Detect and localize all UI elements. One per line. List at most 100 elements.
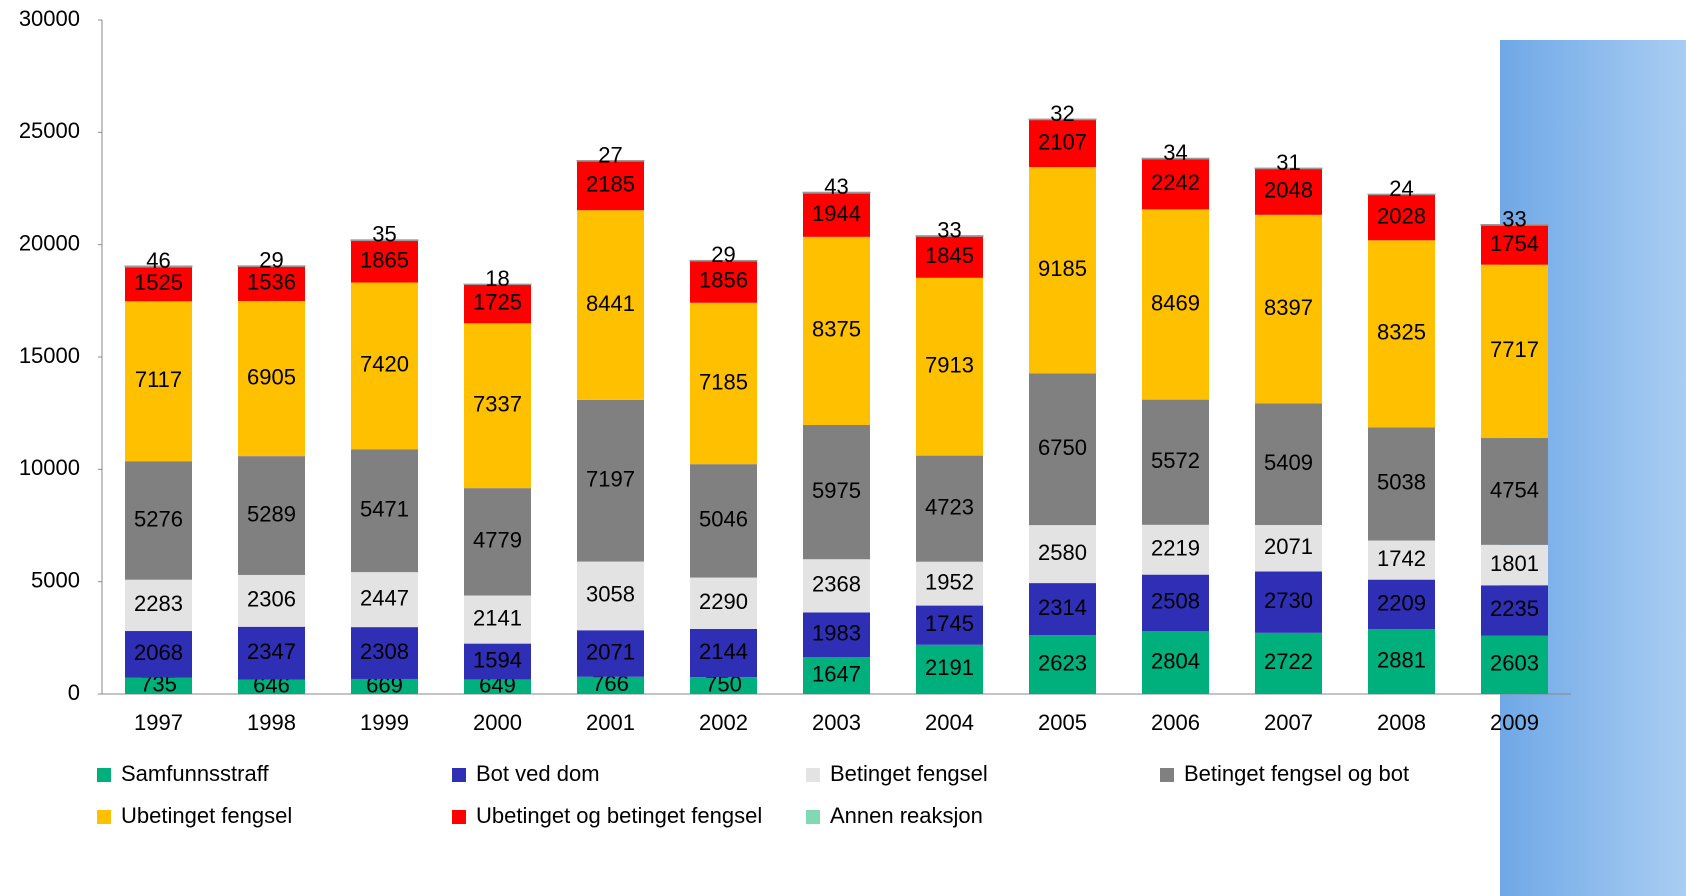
data-label: 1856 <box>699 268 748 293</box>
data-label: 8469 <box>1151 290 1200 315</box>
bar-segment <box>125 677 192 694</box>
data-label: 4754 <box>1490 477 1539 502</box>
data-label: 1983 <box>812 621 861 646</box>
data-label: 2185 <box>586 171 635 196</box>
bar-segment <box>1142 209 1209 400</box>
bar-segment <box>690 577 757 629</box>
legend-label: Betinget fengsel og bot <box>1184 761 1409 786</box>
legend-swatch <box>97 768 111 782</box>
data-label: 2306 <box>247 587 296 612</box>
y-tick-label: 5000 <box>31 567 80 592</box>
data-label: 7197 <box>586 467 635 492</box>
data-label: 29 <box>259 248 283 273</box>
bar-segment <box>1254 167 1323 170</box>
data-label: 5409 <box>1264 450 1313 475</box>
legend-label: Ubetinget og betinget fengsel <box>476 803 762 828</box>
x-tick-label: 1997 <box>134 710 183 735</box>
bar-segment <box>1368 194 1435 241</box>
bar-segment <box>915 235 984 237</box>
data-label: 8441 <box>586 291 635 316</box>
bar-segment <box>351 240 418 283</box>
data-label: 33 <box>937 217 961 242</box>
bar-segment <box>238 626 305 680</box>
bar-segment <box>577 210 644 400</box>
bar-segment <box>1142 399 1209 525</box>
data-label: 6905 <box>247 364 296 389</box>
x-tick-label: 2002 <box>699 710 748 735</box>
data-label: 5038 <box>1377 470 1426 495</box>
data-label: 2242 <box>1151 170 1200 195</box>
bar-segment <box>1028 118 1097 121</box>
bar-segment <box>803 193 870 237</box>
bar-segment <box>1029 167 1096 374</box>
data-label: 1801 <box>1490 551 1539 576</box>
bar-segment <box>1141 157 1210 160</box>
data-label: 2048 <box>1264 178 1313 203</box>
data-label: 46 <box>146 248 170 273</box>
data-label: 1865 <box>360 247 409 272</box>
data-label: 1594 <box>473 647 522 672</box>
data-label: 43 <box>824 174 848 199</box>
data-label: 2068 <box>134 640 183 665</box>
data-label: 2235 <box>1490 596 1539 621</box>
data-label: 1647 <box>812 661 861 686</box>
data-label: 1845 <box>925 243 974 268</box>
bar-segment <box>125 631 192 678</box>
legend-swatch <box>1160 768 1174 782</box>
bar-segment <box>464 323 531 489</box>
legend-swatch <box>97 810 111 824</box>
bar-segment <box>690 677 757 694</box>
bar-segment <box>577 676 644 694</box>
bar-segment <box>125 267 192 302</box>
data-label: 5276 <box>134 506 183 531</box>
bar-segment <box>577 161 644 211</box>
data-label: 5572 <box>1151 448 1200 473</box>
data-label: 4723 <box>925 494 974 519</box>
data-label: 7913 <box>925 353 974 378</box>
data-label: 2804 <box>1151 648 1200 673</box>
bar-segment <box>464 488 531 596</box>
bar-segment <box>238 456 305 575</box>
data-label: 7185 <box>699 369 748 394</box>
bar-segment <box>803 236 870 426</box>
bar-segment <box>1142 524 1209 575</box>
data-label: 2107 <box>1038 129 1087 154</box>
data-label: 1725 <box>473 290 522 315</box>
bar-segment <box>124 265 193 268</box>
data-label: 2508 <box>1151 589 1200 614</box>
x-tick-label: 1998 <box>247 710 296 735</box>
bar-segment <box>238 574 305 627</box>
bar-segment <box>238 300 305 457</box>
data-label: 34 <box>1163 140 1187 165</box>
data-label: 7420 <box>360 352 409 377</box>
bar-segment <box>1255 571 1322 633</box>
x-tick-label: 2009 <box>1490 710 1539 735</box>
bar-segment <box>1368 427 1435 541</box>
bar-segment <box>351 449 418 573</box>
data-label: 8325 <box>1377 320 1426 345</box>
data-label: 2368 <box>812 572 861 597</box>
data-label: 2144 <box>699 639 748 664</box>
bar-segment <box>464 679 531 694</box>
bar-segment <box>1029 373 1096 526</box>
bar-segment <box>125 301 192 462</box>
bar-segment <box>1255 632 1322 694</box>
bar-segment <box>350 239 419 242</box>
data-label: 2580 <box>1038 540 1087 565</box>
bar-segment <box>803 612 870 657</box>
x-tick-label: 2007 <box>1264 710 1313 735</box>
data-label: 18 <box>485 266 509 291</box>
data-label: 29 <box>711 242 735 267</box>
data-label: 2623 <box>1038 650 1087 675</box>
data-label: 2447 <box>360 585 409 610</box>
data-label: 35 <box>372 222 396 247</box>
data-label: 2191 <box>925 655 974 680</box>
bar-segment <box>1481 225 1548 265</box>
bar-segment <box>464 284 531 324</box>
bar-segment <box>464 643 531 680</box>
bar-segment <box>690 628 757 678</box>
data-label: 32 <box>1050 101 1074 126</box>
bar-segment <box>1029 525 1096 584</box>
legend-label: Ubetinget fengsel <box>121 803 292 828</box>
